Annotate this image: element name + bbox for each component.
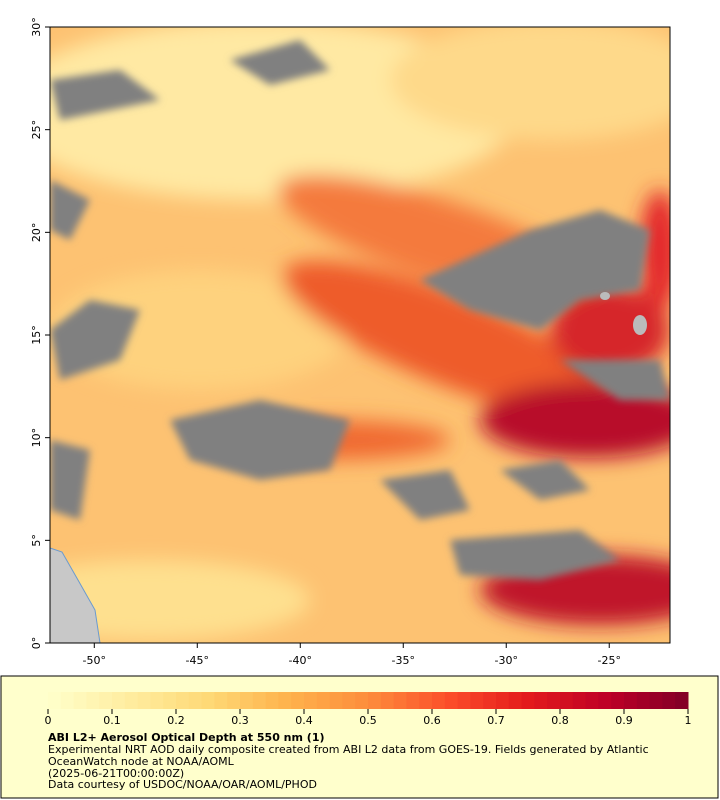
colorbar-step (73, 692, 87, 709)
colorbar-step (649, 692, 663, 709)
y-tick-label: 25° (30, 120, 43, 140)
y-tick-label: 0° (30, 637, 43, 650)
caption-line: OceanWatch node at NOAA/AOML (48, 755, 235, 768)
colorbar-step (227, 692, 241, 709)
colorbar-step (585, 692, 599, 709)
colorbar-step (291, 692, 305, 709)
colorbar-step (457, 692, 471, 709)
colorbar-step (560, 692, 574, 709)
colorbar-step (419, 692, 433, 709)
aod-image (50, 27, 670, 643)
colorbar-step (444, 692, 459, 709)
colorbar-step (329, 692, 343, 709)
colorbar-step (278, 692, 292, 709)
colorbar-step (163, 692, 177, 709)
colorbar-step (572, 692, 587, 709)
colorbar-step (342, 692, 356, 709)
y-tick-label: 15° (30, 325, 43, 345)
caption-line: (2025-06-21T00:00:00Z) (48, 767, 184, 780)
colorbar-step (380, 692, 395, 709)
colorbar-step (86, 692, 100, 709)
colorbar-step (137, 692, 151, 709)
colorbar-step (368, 692, 382, 709)
colorbar-step (598, 692, 612, 709)
colorbar-step (265, 692, 279, 709)
y-tick-label: 10° (30, 428, 43, 448)
colorbar-step (355, 692, 369, 709)
colorbar-tick-label: 0.1 (103, 714, 121, 727)
colorbar-step (636, 692, 651, 709)
colorbar-step (240, 692, 254, 709)
colorbar-tick-label: 0.3 (231, 714, 249, 727)
colorbar-step (252, 692, 267, 709)
colorbar-step (662, 692, 676, 709)
colorbar-step (406, 692, 420, 709)
colorbar-step (393, 692, 407, 709)
colorbar-step (124, 692, 139, 709)
colorbar-step (150, 692, 164, 709)
colorbar-step (176, 692, 190, 709)
colorbar-step (675, 692, 689, 709)
y-tick-label: 20° (30, 223, 43, 243)
colorbar-tick-label: 0.4 (295, 714, 313, 727)
colorbar-tick-label: 0.2 (167, 714, 185, 727)
colorbar-tick-label: 0.6 (423, 714, 441, 727)
x-tick-label: -30° (495, 654, 518, 667)
y-tick-label: 5° (30, 534, 43, 547)
colorbar-step (496, 692, 510, 709)
colorbar-step (316, 692, 331, 709)
colorbar-step (304, 692, 318, 709)
y-tick-label: 30° (30, 17, 43, 37)
colorbar-step (188, 692, 203, 709)
x-tick-label: -50° (83, 654, 106, 667)
colorbar-tick-label: 0 (45, 714, 52, 727)
colorbar-tick-label: 0.9 (615, 714, 633, 727)
colorbar-step (214, 692, 228, 709)
x-tick-label: -25° (598, 654, 621, 667)
colorbar-step (201, 692, 215, 709)
colorbar-step (48, 692, 62, 709)
colorbar-step (112, 692, 126, 709)
x-tick-label: -40° (289, 654, 312, 667)
colorbar-step (99, 692, 113, 709)
caption-line: Data courtesy of USDOC/NOAA/OAR/AOML/PHO… (48, 778, 317, 791)
caption-line: Experimental NRT AOD daily composite cre… (48, 743, 649, 756)
colorbar-step (508, 692, 523, 709)
colorbar-step (432, 692, 446, 709)
colorbar-tick-label: 0.8 (551, 714, 569, 727)
colorbar-step (521, 692, 535, 709)
caption-title: ABI L2+ Aerosol Optical Depth at 550 nm … (48, 731, 325, 744)
colorbar-step (470, 692, 484, 709)
colorbar-step (60, 692, 75, 709)
x-tick-label: -35° (392, 654, 415, 667)
colorbar-tick-label: 0.7 (487, 714, 505, 727)
colorbar-step (483, 692, 497, 709)
colorbar-step (611, 692, 625, 709)
colorbar-step (624, 692, 638, 709)
colorbar-tick-label: 1 (685, 714, 692, 727)
colorbar-step (547, 692, 561, 709)
colorbar-tick-label: 0.5 (359, 714, 377, 727)
colorbar-step (534, 692, 548, 709)
x-tick-label: -45° (186, 654, 209, 667)
